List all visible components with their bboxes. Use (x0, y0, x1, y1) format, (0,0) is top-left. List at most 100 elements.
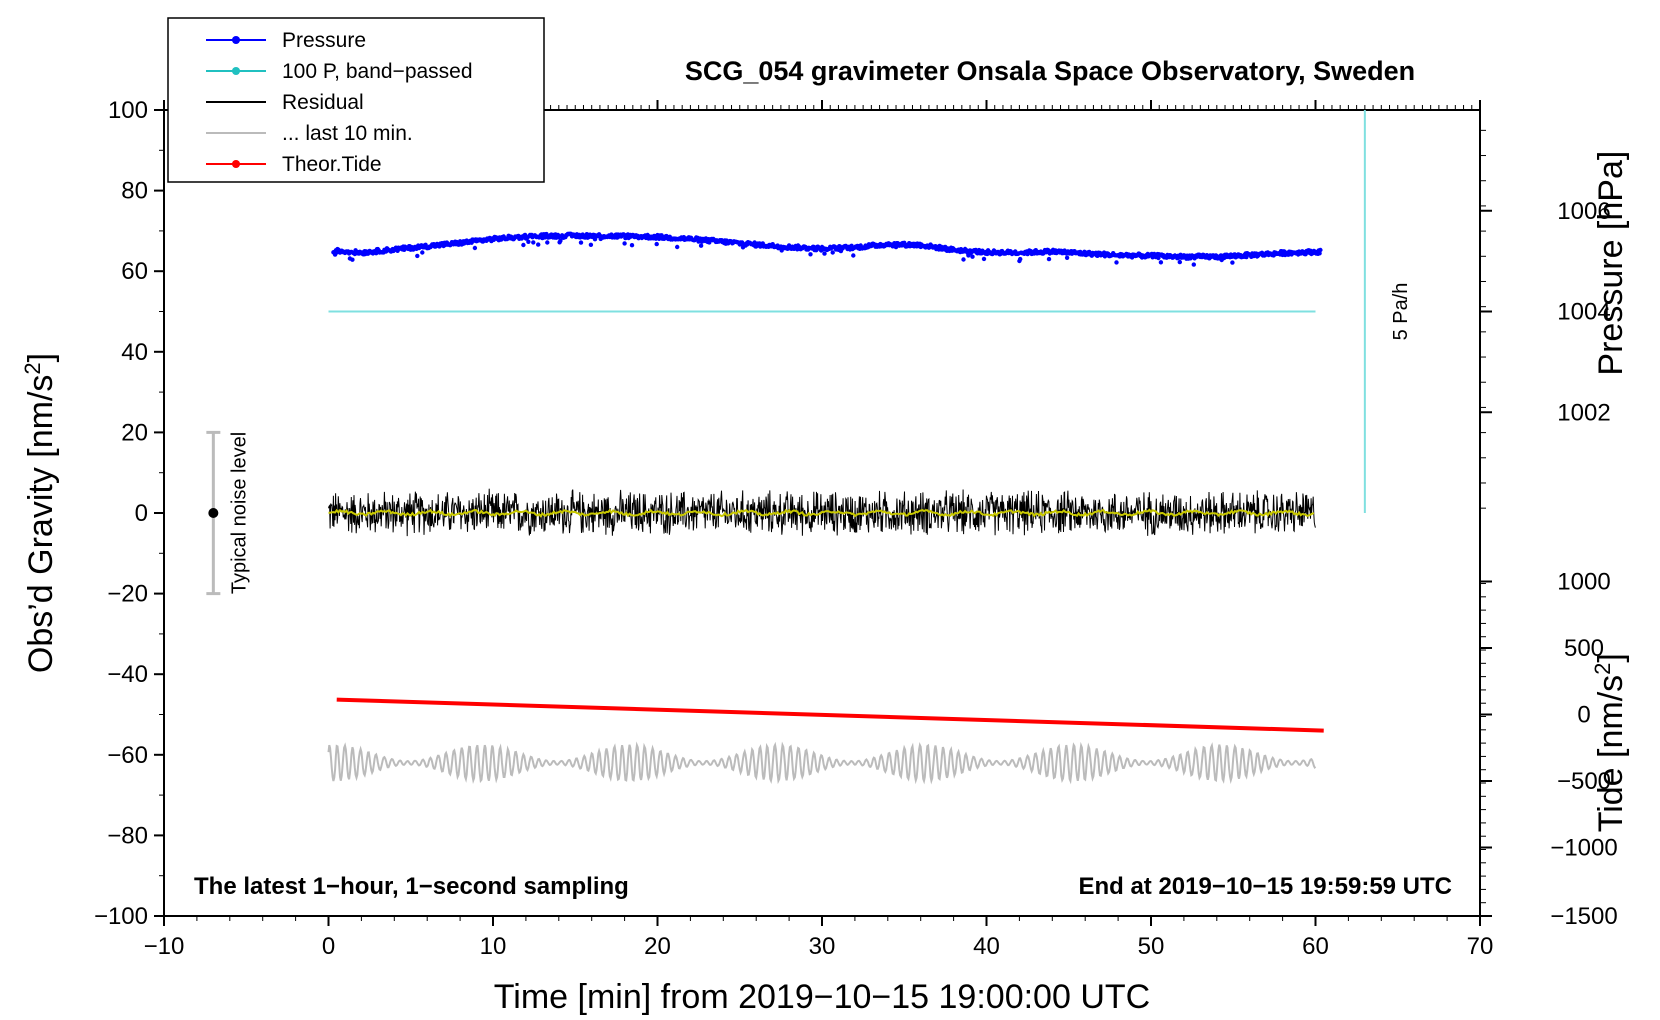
legend-label: Residual (282, 91, 364, 114)
y-axis-title-part: ] (22, 353, 60, 362)
pressure-point (521, 242, 526, 248)
noise-center-dot (208, 508, 219, 518)
x-tick-label: −10 (144, 933, 185, 960)
pressure-point (629, 243, 635, 248)
y-tick-label: −20 (107, 581, 148, 608)
x-tick-label: 50 (1138, 933, 1165, 960)
pressure-point (1318, 247, 1323, 253)
pressure-point (1018, 256, 1023, 262)
y-tick-label: −60 (107, 742, 148, 769)
pressure-point (675, 244, 680, 250)
pressure-point (961, 257, 966, 262)
series-pressure (331, 231, 1323, 267)
pressure-point (1317, 251, 1322, 256)
y-tick-label: 100 (108, 97, 148, 124)
pressure-point (893, 244, 899, 250)
series-theor-tide-line (336, 697, 1324, 733)
pressure-point (1046, 256, 1052, 262)
pressure-point (981, 256, 987, 262)
y-tick-label: 60 (121, 258, 148, 285)
tide-axis-title-part: ] (1592, 653, 1630, 662)
y-tick-label: −40 (107, 661, 148, 688)
pressure-point (1158, 260, 1164, 265)
y-axis-title-part: Obs’d Gravity [nm/s (22, 375, 60, 674)
series-residual-line (328, 488, 1316, 537)
annotations: Typical noise level 5 Pa/h The latest 1−ho… (194, 110, 1452, 900)
pressure-point (472, 245, 478, 251)
pressure-point (536, 242, 541, 247)
pressure-point (830, 250, 835, 255)
rate-label: 5 Pa/h (1390, 283, 1412, 341)
pressure-point (851, 253, 856, 258)
legend-label: 100 P, band−passed (282, 60, 473, 83)
tide-axis-title-sup: 2 (1590, 663, 1615, 675)
noise-level-label: Typical noise level (228, 432, 250, 594)
tide-tick-label: −500 (1557, 768, 1611, 795)
tide-tick-label: 0 (1577, 702, 1590, 729)
legend-swatch-marker (232, 160, 240, 168)
x-tick-label: 40 (973, 933, 1000, 960)
series-smoothed-residual-line (328, 508, 1315, 518)
pressure-point (415, 253, 420, 259)
x-tick-label: 0 (322, 933, 335, 960)
pressure-point (588, 242, 594, 247)
chart-title: SCG_054 gravimeter Onsala Space Observat… (685, 56, 1415, 86)
series-layer (327, 231, 1324, 785)
legend-label: ... last 10 min. (282, 122, 413, 145)
pressure-point (698, 243, 704, 248)
pressure-point (970, 254, 975, 259)
pressure-point (531, 240, 536, 245)
y-axis-title-sup: 2 (20, 362, 45, 374)
pressure-point (544, 231, 549, 237)
pressure-point (1064, 255, 1070, 260)
tide-axis-title: Tide [nm/s2] (1590, 653, 1630, 832)
x-tick-label: 30 (809, 933, 836, 960)
y-tick-label: 20 (121, 419, 148, 446)
x-tick-label: 20 (644, 933, 671, 960)
x-tick-label: 10 (480, 933, 507, 960)
pressure-point (622, 241, 627, 246)
legend-swatch-marker (232, 36, 240, 44)
pressure-tick-label: 1006 (1557, 198, 1610, 225)
pressure-point (822, 251, 827, 256)
legend-box (167, 17, 545, 183)
y-tick-label: −80 (107, 822, 148, 849)
legend-label: Pressure (282, 29, 366, 52)
pressure-tick-label: 1002 (1557, 399, 1610, 426)
pressure-point (592, 237, 598, 242)
pressure-point (545, 240, 550, 245)
legend-label: Theor.Tide (282, 153, 382, 176)
y-tick-label: 80 (121, 178, 148, 205)
pressure-point (1191, 262, 1197, 267)
y-tick-label: 0 (135, 500, 148, 527)
tide-tick-label: −1500 (1550, 903, 1617, 930)
pressure-point (578, 240, 584, 245)
series-last-10-min-line (327, 741, 1317, 785)
tide-tick-label: 1000 (1557, 569, 1610, 596)
pressure-point (526, 239, 531, 244)
y-axis-title: Obs’d Gravity [nm/s2] (20, 353, 60, 673)
x-tick-label: 60 (1302, 933, 1329, 960)
tide-tick-label: −1000 (1550, 834, 1617, 861)
sampling-note: The latest 1−hour, 1−second sampling (194, 873, 629, 900)
pressure-point (558, 238, 563, 243)
pressure-point (1114, 260, 1119, 265)
pressure-point (808, 252, 813, 257)
pressure-axis-title: Pressure [hPa] (1592, 151, 1630, 376)
legend: Pressure 100 P, band−passed Residual ... la… (167, 17, 545, 183)
pressure-point (1230, 260, 1235, 265)
tide-axis-title-part: Tide [nm/s (1592, 675, 1630, 832)
y-tick-label: −100 (94, 903, 148, 930)
pressure-point (374, 251, 379, 256)
y-tick-label: 40 (121, 339, 148, 366)
x-tick-label: 70 (1467, 933, 1494, 960)
pressure-point (1177, 259, 1183, 265)
x-axis-title: Time [min] from 2019−10−15 19:00:00 UTC (494, 978, 1150, 1016)
end-time-note: End at 2019−10−15 19:59:59 UTC (1078, 873, 1452, 900)
tide-tick-label: 500 (1564, 635, 1604, 662)
pressure-point (654, 241, 659, 247)
pressure-tick-label: 1004 (1557, 299, 1610, 326)
pressure-point (420, 250, 425, 255)
